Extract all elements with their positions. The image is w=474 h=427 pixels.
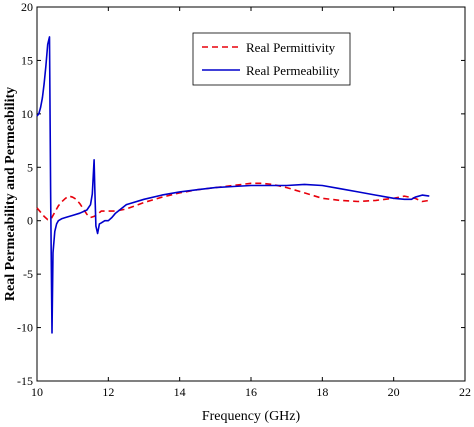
x-tick-label: 16 [245, 385, 257, 399]
legend-label-real-permeability: Real Permeability [246, 63, 340, 78]
x-axis-label: Frequency (GHz) [202, 409, 301, 424]
x-tick-label: 12 [102, 385, 114, 399]
y-tick-label: -10 [17, 321, 33, 335]
y-tick-label: 10 [21, 107, 33, 121]
y-tick-label: 15 [21, 53, 33, 67]
legend-label-real-permittivity: Real Permittivity [246, 40, 336, 55]
series-line-real-permeability [36, 36, 430, 334]
y-axis-label: Real Permeability and Permeability [3, 87, 18, 301]
series-layer [36, 36, 430, 334]
x-tick-label: 18 [316, 385, 328, 399]
y-tick-label: 20 [21, 0, 33, 14]
x-tick-label: 10 [31, 385, 43, 399]
y-tick-label: 0 [27, 214, 33, 228]
legend: Real Permittivity Real Permeability [192, 32, 351, 86]
x-tick-label: 20 [388, 385, 400, 399]
x-tick-label: 14 [174, 385, 186, 399]
axis-ticks: 10 12 14 16 18 20 22 -15 -10 -5 0 5 10 15 20 [17, 0, 471, 399]
y-tick-label: 5 [27, 160, 33, 174]
legend-box [192, 32, 351, 86]
x-tick-label: 22 [459, 385, 471, 399]
y-tick-label: -15 [17, 374, 33, 388]
y-tick-label: -5 [23, 267, 33, 281]
